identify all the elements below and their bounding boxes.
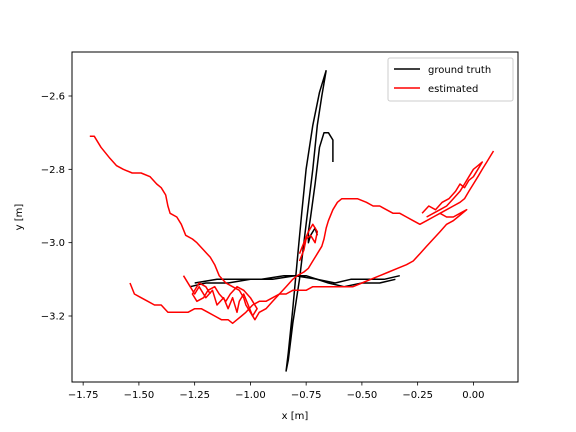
- x-tick-label: 0.00: [462, 390, 484, 401]
- series-1-path-2: [182, 275, 258, 317]
- y-tick-label: −2.8: [41, 165, 65, 176]
- legend: ground truth estimated: [387, 57, 514, 102]
- x-tick-label: −0.25: [402, 390, 433, 401]
- x-tick-label: −0.75: [291, 390, 322, 401]
- legend-label-ground-truth: ground truth: [428, 65, 491, 76]
- y-tick-label: −2.6: [41, 92, 65, 103]
- legend-label-estimated: estimated: [428, 84, 478, 95]
- series-0-path-3: [194, 274, 396, 288]
- y-tick-label: −3.2: [41, 312, 65, 323]
- y-tick-label: −3.0: [41, 238, 65, 249]
- x-axis-label: x [m]: [282, 411, 309, 422]
- series-0-path-1: [285, 70, 327, 372]
- series-1-path-1: [129, 208, 468, 325]
- series-0-path-0: [307, 131, 334, 244]
- x-tick-label: −1.75: [68, 390, 99, 401]
- series-1-path-0: [89, 135, 495, 321]
- series-1-path-4: [421, 161, 484, 218]
- x-axis-ticks: −1.75 −1.50 −1.25 −1.00 −0.75 −0.50 −0.25 0.00: [68, 382, 485, 401]
- y-axis-label: y [m]: [14, 204, 25, 231]
- x-tick-label: −1.50: [124, 390, 155, 401]
- plot-lines: [89, 70, 495, 372]
- x-tick-label: −1.00: [235, 390, 266, 401]
- series-1-path-3: [298, 223, 319, 262]
- plot-frame: [71, 51, 519, 383]
- x-tick-label: −0.50: [347, 390, 378, 401]
- y-axis-ticks: −3.2 −3.0 −2.8 −2.6: [41, 92, 72, 323]
- x-tick-label: −1.25: [179, 390, 210, 401]
